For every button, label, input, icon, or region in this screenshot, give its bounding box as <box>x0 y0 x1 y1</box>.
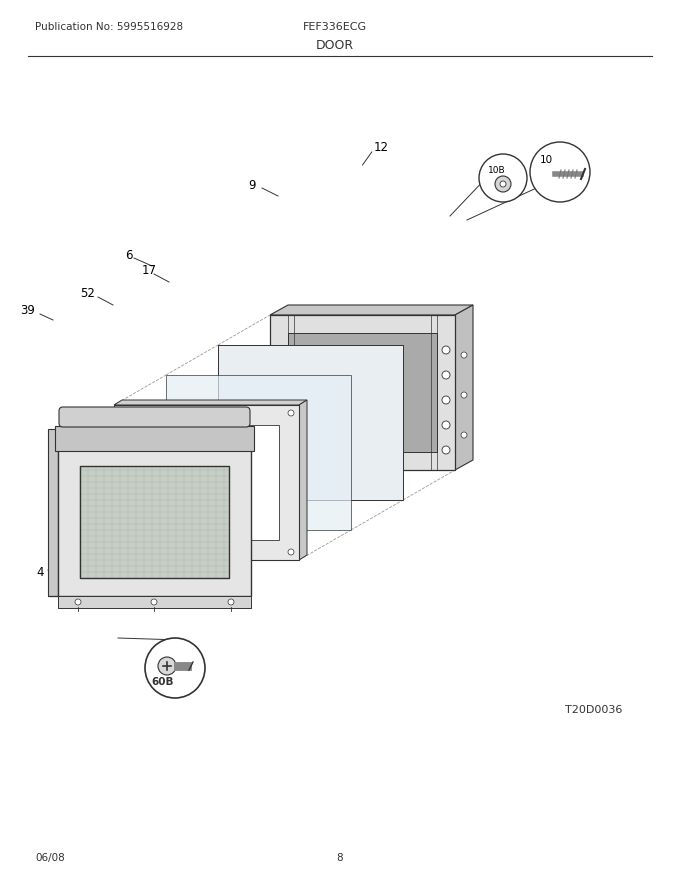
Circle shape <box>500 181 506 187</box>
Circle shape <box>442 346 450 354</box>
Circle shape <box>151 599 157 605</box>
Text: 6: 6 <box>125 248 133 261</box>
Polygon shape <box>80 466 229 578</box>
Circle shape <box>288 549 294 555</box>
Circle shape <box>461 392 467 398</box>
Circle shape <box>530 142 590 202</box>
Circle shape <box>158 657 176 675</box>
Polygon shape <box>134 425 279 540</box>
Polygon shape <box>48 429 58 596</box>
Circle shape <box>228 599 234 605</box>
Text: 8: 8 <box>337 853 343 863</box>
FancyBboxPatch shape <box>59 407 250 427</box>
Polygon shape <box>270 305 473 315</box>
Polygon shape <box>166 375 351 530</box>
Polygon shape <box>455 305 473 470</box>
Text: 4: 4 <box>36 566 44 578</box>
Polygon shape <box>114 405 299 560</box>
Polygon shape <box>218 345 403 500</box>
Circle shape <box>75 599 81 605</box>
Polygon shape <box>288 333 437 452</box>
Text: 10B: 10B <box>488 165 506 174</box>
Polygon shape <box>114 400 307 405</box>
Circle shape <box>442 371 450 379</box>
Text: 8: 8 <box>359 404 367 416</box>
Circle shape <box>119 410 125 416</box>
Circle shape <box>119 549 125 555</box>
Text: 06/08: 06/08 <box>35 853 65 863</box>
Polygon shape <box>270 315 455 470</box>
Polygon shape <box>55 426 254 451</box>
Polygon shape <box>58 596 251 608</box>
Circle shape <box>442 421 450 429</box>
Text: 12: 12 <box>373 141 388 153</box>
Text: 52: 52 <box>80 287 95 299</box>
Text: DOOR: DOOR <box>316 39 354 52</box>
Circle shape <box>495 176 511 192</box>
Circle shape <box>288 410 294 416</box>
Circle shape <box>145 638 205 698</box>
Circle shape <box>442 446 450 454</box>
Circle shape <box>479 154 527 202</box>
Circle shape <box>461 352 467 358</box>
Polygon shape <box>218 345 403 500</box>
Text: 8: 8 <box>411 384 419 397</box>
Text: T20D0036: T20D0036 <box>565 705 622 715</box>
Text: FEF336ECG: FEF336ECG <box>303 22 367 32</box>
Polygon shape <box>58 429 251 596</box>
Text: 10: 10 <box>539 155 553 165</box>
Text: 60B: 60B <box>152 677 174 687</box>
Text: 9: 9 <box>248 179 256 192</box>
Text: 39: 39 <box>20 304 35 317</box>
Text: 17: 17 <box>141 263 156 276</box>
Circle shape <box>442 396 450 404</box>
Text: Publication No: 5995516928: Publication No: 5995516928 <box>35 22 183 32</box>
Circle shape <box>461 432 467 438</box>
Text: 6: 6 <box>73 566 79 575</box>
Polygon shape <box>299 400 307 560</box>
Text: 3: 3 <box>180 591 187 605</box>
